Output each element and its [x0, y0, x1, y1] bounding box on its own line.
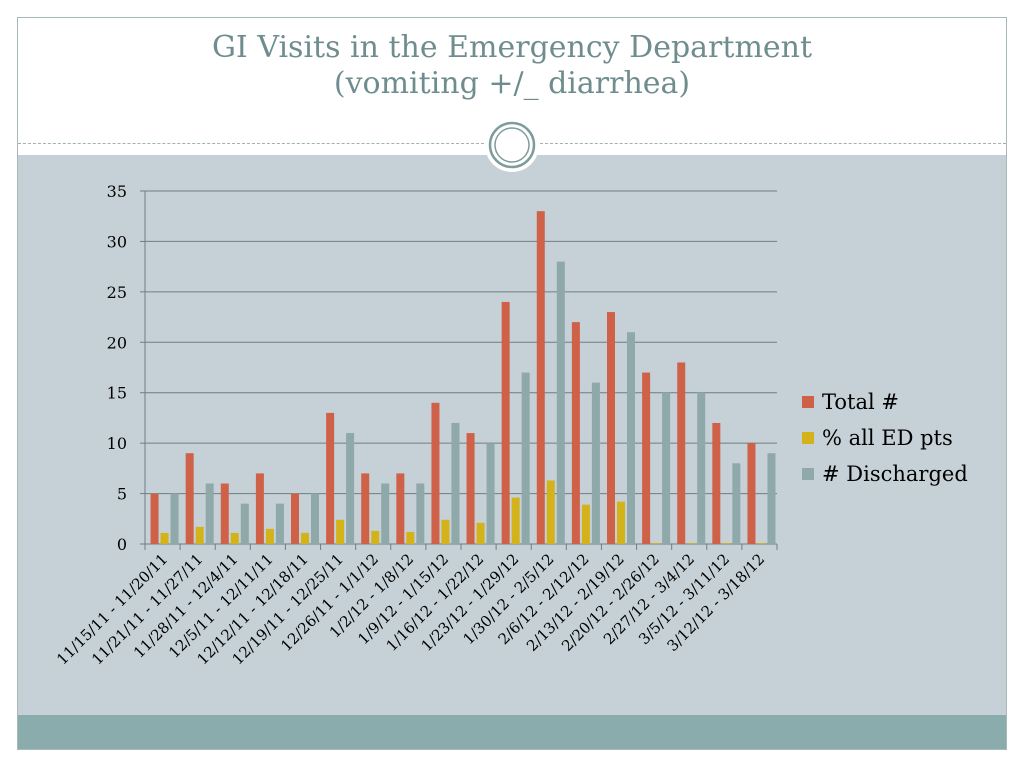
bar-total: [571, 322, 580, 544]
bar-total: [607, 312, 615, 544]
bar-discharged: [381, 483, 390, 544]
bar-total: [642, 372, 651, 544]
bar-pct: [406, 531, 415, 544]
bar-pct: [511, 497, 520, 544]
y-tick-label: 25: [107, 283, 127, 302]
title-area: GI Visits in the Emergency Department (v…: [18, 18, 1006, 142]
bar-discharged: [732, 463, 741, 544]
legend-swatch-discharged: [802, 468, 814, 480]
y-tick-label: 30: [107, 232, 127, 251]
bar-discharged: [311, 493, 319, 544]
bar-total: [220, 483, 229, 544]
bar-pct: [581, 504, 590, 544]
bar-pct: [652, 542, 661, 544]
bar-pct: [160, 532, 169, 544]
legend-label-total: Total #: [822, 390, 899, 414]
title-divider-right: [540, 143, 1006, 144]
legend-item-discharged: # Discharged: [802, 456, 1002, 492]
bar-total: [501, 301, 510, 544]
bar-pct: [757, 542, 766, 544]
bar-discharged: [556, 261, 565, 544]
legend-swatch-total: [802, 396, 814, 408]
title-line-1: GI Visits in the Emergency Department: [211, 30, 813, 65]
bar-discharged: [170, 493, 179, 544]
y-tick-label: 5: [117, 485, 127, 504]
bar-total: [150, 493, 159, 544]
bar-pct: [265, 528, 274, 544]
bar-pct: [301, 532, 309, 544]
bar-total: [677, 362, 686, 544]
y-tick-label: 20: [107, 333, 127, 352]
bar-discharged: [240, 503, 249, 544]
bar-discharged: [416, 483, 425, 544]
title-divider-left: [18, 143, 484, 144]
bar-discharged: [205, 483, 214, 544]
bar-pct: [617, 501, 625, 544]
chart-legend: Total # % all ED pts # Discharged: [802, 384, 1002, 492]
legend-swatch-pct: [802, 432, 814, 444]
bar-total: [396, 473, 405, 544]
bar-pct: [722, 542, 731, 544]
bar-total: [291, 493, 299, 544]
bar-total: [361, 473, 370, 544]
bar-pct: [230, 532, 239, 544]
y-tick-label: 35: [107, 182, 127, 201]
bar-discharged: [451, 422, 460, 544]
bar-discharged: [627, 332, 635, 544]
bar-discharged: [697, 392, 706, 544]
bar-discharged: [767, 453, 776, 544]
bar-pct: [371, 530, 380, 544]
legend-item-total: Total #: [802, 384, 1002, 420]
bar-total: [536, 211, 545, 544]
bar-pct: [441, 519, 450, 544]
bar-total: [466, 433, 475, 544]
y-tick-label: 10: [107, 434, 127, 453]
y-tick-label: 15: [107, 384, 127, 403]
bar-discharged: [591, 382, 600, 544]
bar-pct: [687, 542, 696, 544]
bar-total: [326, 412, 335, 544]
bar-discharged: [662, 392, 671, 544]
bar-discharged: [486, 443, 495, 544]
circle-ornament-icon: [485, 118, 539, 172]
slide-title: GI Visits in the Emergency Department (v…: [18, 30, 1006, 102]
bar-discharged: [346, 433, 355, 544]
legend-item-pct: % all ED pts: [802, 420, 1002, 456]
legend-label-pct: % all ED pts: [822, 426, 953, 450]
bar-total: [255, 473, 264, 544]
bar-pct: [476, 522, 485, 544]
bar-pct: [195, 526, 204, 544]
bar-total: [431, 402, 440, 544]
chart-area-background: [18, 155, 1006, 715]
legend-label-discharged: # Discharged: [822, 462, 968, 486]
bar-pct: [336, 519, 345, 544]
bar-pct: [546, 480, 555, 544]
bar-total: [747, 443, 756, 544]
bar-total: [185, 453, 194, 544]
title-line-2: (vomiting +/_ diarrhea): [333, 66, 691, 101]
bar-total: [712, 422, 721, 544]
footer-bar: [18, 715, 1006, 749]
bar-discharged: [275, 503, 284, 544]
y-tick-label: 0: [117, 535, 127, 554]
bar-discharged: [521, 372, 530, 544]
